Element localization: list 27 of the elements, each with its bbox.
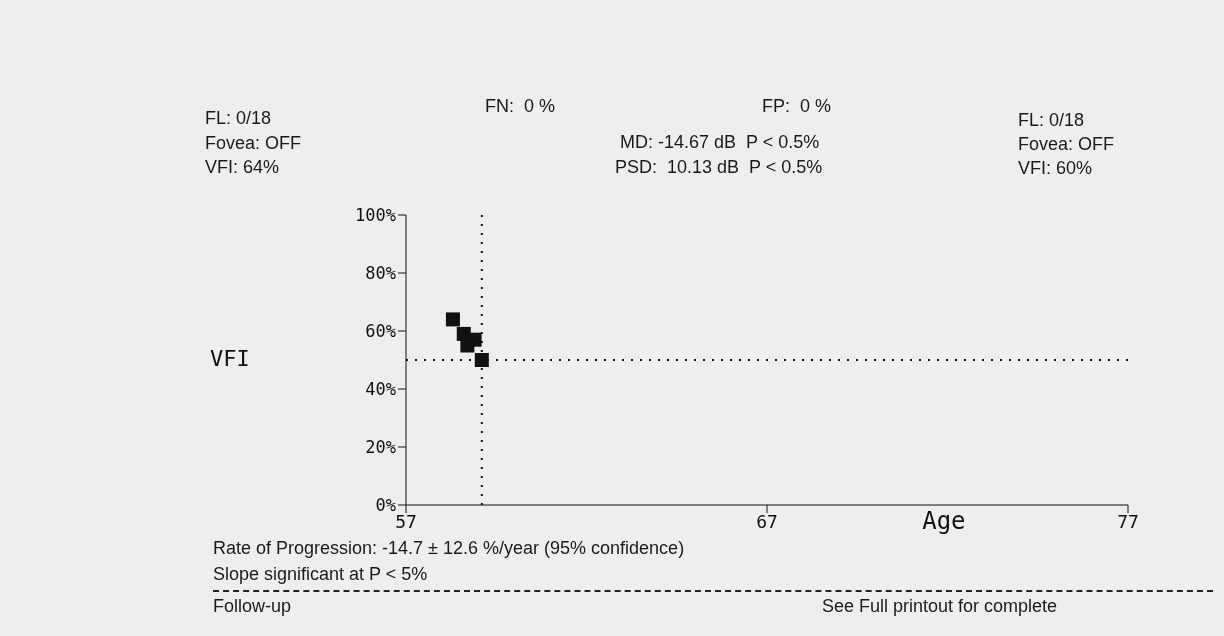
- x-tick-label: 67: [756, 510, 778, 532]
- text: Rate of Progression: -14.7 ± 12.6 %/year (95% confidence): [213, 538, 685, 559]
- y-tick-label: 60%: [365, 321, 396, 342]
- text: VFI: 64%: [205, 157, 280, 178]
- text: See Full printout for complete: [822, 596, 1058, 617]
- text: FN: 0 %: [485, 96, 556, 117]
- y-tick-label: 80%: [365, 263, 396, 284]
- text: Fovea: OFF: [205, 133, 302, 154]
- point: [474, 353, 489, 367]
- text: PSD: 10.13 dB P < 0.5%: [615, 157, 823, 178]
- y-tick-label: 20%: [365, 437, 396, 458]
- y-tick-label: 40%: [365, 379, 396, 400]
- text: MD: -14.67 dB P < 0.5%: [620, 132, 820, 153]
- x-tick-label: 57: [395, 510, 417, 532]
- x-axis-title: Age: [922, 507, 966, 535]
- text: Follow-up: [213, 596, 292, 617]
- text: FL: 0/18: [205, 108, 272, 129]
- point: [445, 312, 460, 327]
- text: Slope significant at P < 5%: [213, 564, 428, 585]
- text: FP: 0 %: [762, 96, 832, 117]
- x-tick-label: 77: [1117, 510, 1139, 532]
- y-tick-label: 0%: [375, 495, 396, 516]
- text: VFI: 60%: [1018, 158, 1093, 179]
- text: Fovea: OFF: [1018, 134, 1115, 155]
- y-tick-label: 100%: [355, 205, 396, 226]
- text: FL: 0/18: [1018, 110, 1085, 131]
- y-axis-title: VFI: [210, 345, 250, 371]
